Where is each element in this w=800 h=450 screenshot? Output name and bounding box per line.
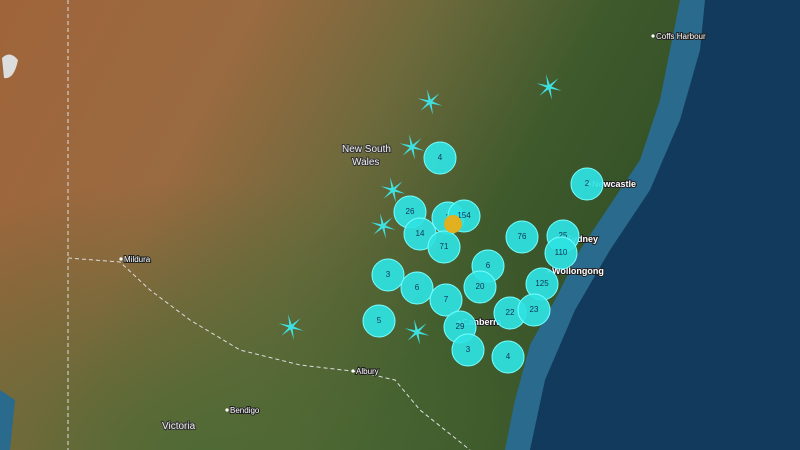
cluster-count: 2 — [585, 179, 590, 188]
place-dot — [119, 257, 123, 261]
cluster-marker[interactable] — [451, 333, 485, 367]
place-dot — [351, 369, 355, 373]
cluster-count: 125 — [535, 279, 549, 288]
star-marker[interactable] — [417, 89, 443, 115]
star-marker[interactable] — [278, 314, 304, 340]
cluster-marker[interactable] — [544, 236, 578, 270]
salt-lake — [2, 54, 18, 79]
cluster-count: 23 — [530, 305, 539, 314]
cluster-marker[interactable] — [429, 283, 463, 317]
place-label: Wales — [352, 157, 379, 168]
star-marker[interactable] — [404, 319, 430, 345]
star-marker[interactable] — [370, 213, 396, 239]
place-label: Albury — [356, 367, 379, 376]
place-dot — [651, 34, 655, 38]
cluster-count: 3 — [466, 345, 471, 354]
place-label: Bendigo — [230, 406, 260, 415]
cluster-count: 6 — [415, 283, 420, 292]
cluster-marker[interactable] — [491, 340, 525, 374]
cluster-count: 6 — [486, 261, 491, 270]
cluster-count: 20 — [476, 282, 485, 291]
cluster-count: 71 — [440, 242, 449, 251]
place-dot — [225, 408, 229, 412]
cluster-count: 4 — [438, 153, 443, 162]
cluster-count: 5 — [377, 316, 382, 325]
cluster-count: 14 — [416, 229, 425, 238]
stars — [278, 74, 562, 345]
selected-marker[interactable] — [444, 215, 462, 233]
cluster-count: 26 — [406, 207, 415, 216]
place-label: Victoria — [162, 421, 196, 432]
cluster-marker[interactable] — [400, 271, 434, 305]
cluster-marker[interactable] — [505, 220, 539, 254]
cluster-count: 154 — [457, 211, 471, 220]
cluster-marker[interactable] — [570, 167, 604, 201]
star-marker[interactable] — [399, 134, 425, 160]
place-label: Mildura — [124, 255, 151, 264]
star-marker[interactable] — [536, 74, 562, 100]
star-marker[interactable] — [380, 177, 406, 203]
cluster-count: 22 — [506, 308, 515, 317]
place-label: New South — [342, 144, 391, 155]
cluster-marker[interactable] — [423, 141, 457, 175]
cluster-marker[interactable] — [463, 270, 497, 304]
ocean — [530, 0, 800, 450]
cluster-count: 29 — [456, 322, 465, 331]
cluster-marker[interactable] — [517, 293, 551, 327]
clusters: 4261421547176251102636201257222352934 — [362, 141, 604, 374]
cluster-count: 25 — [559, 231, 568, 240]
cluster-count: 110 — [555, 248, 568, 257]
state-border — [67, 257, 471, 450]
cluster-marker[interactable] — [371, 258, 405, 292]
cluster-count: 7 — [444, 295, 449, 304]
ocean-west — [0, 390, 15, 450]
cluster-count: 3 — [386, 270, 391, 279]
cluster-marker[interactable] — [362, 304, 396, 338]
cluster-count: 4 — [506, 352, 511, 361]
cluster-marker[interactable] — [427, 230, 461, 264]
place-label: Coffs Harbour — [656, 32, 706, 41]
cluster-count: 76 — [518, 232, 527, 241]
